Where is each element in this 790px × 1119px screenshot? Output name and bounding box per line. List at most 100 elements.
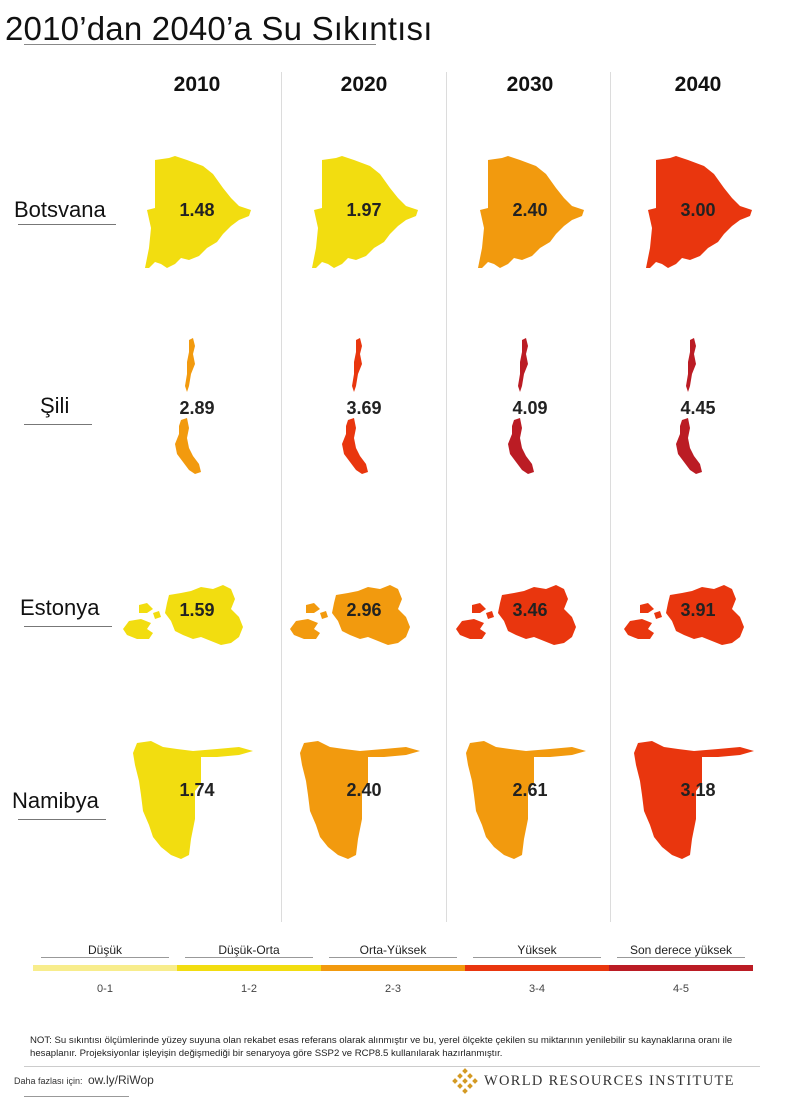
country-shape bbox=[466, 741, 586, 859]
country-map bbox=[456, 585, 576, 645]
more-info-link[interactable]: ow.ly/RiWop bbox=[88, 1073, 154, 1087]
country-shape bbox=[153, 611, 161, 619]
country-map bbox=[123, 585, 243, 645]
country-shape bbox=[456, 619, 486, 639]
country-shape bbox=[640, 603, 654, 613]
country-label: Şili bbox=[40, 393, 70, 418]
country-map bbox=[300, 741, 420, 859]
stress-value-label: 2.40 bbox=[346, 780, 382, 800]
map-cell: 2.61 bbox=[450, 735, 610, 885]
map-cell: 3.00 bbox=[618, 148, 778, 298]
map-cell: 3.46 bbox=[450, 555, 610, 705]
country-shape bbox=[290, 619, 320, 639]
legend-label-underline bbox=[473, 957, 601, 958]
page-title: 2010’dan 2040’a Su Sıkıntısı bbox=[5, 10, 433, 47]
country-shape bbox=[676, 418, 702, 474]
year-header-2040: 2040 bbox=[674, 73, 722, 96]
country-shape bbox=[123, 619, 153, 639]
map-cell: 1.97 bbox=[284, 148, 444, 298]
country-shape bbox=[139, 603, 153, 613]
map-cell: 3.18 bbox=[618, 735, 778, 885]
map-cell: 3.69 bbox=[284, 330, 444, 480]
country-map bbox=[646, 156, 752, 268]
country-shape bbox=[133, 741, 253, 859]
country-shape bbox=[145, 156, 251, 268]
legend-label-underline bbox=[41, 957, 169, 958]
footnote-divider bbox=[24, 1066, 760, 1067]
country-shape bbox=[518, 338, 528, 392]
map-cell: 4.45 bbox=[618, 330, 778, 480]
country-label-underline bbox=[18, 224, 116, 225]
country-map bbox=[133, 741, 253, 859]
stress-value-label: 1.74 bbox=[179, 780, 215, 800]
map-cell: 3.91 bbox=[618, 555, 778, 705]
title-underline bbox=[24, 44, 376, 45]
footnote: NOT: Su sıkıntısı ölçümlerinde yüzey suy… bbox=[30, 1035, 733, 1059]
wri-emblem-icon bbox=[452, 1068, 478, 1094]
stress-value-label: 3.46 bbox=[512, 600, 548, 620]
country-map bbox=[175, 338, 201, 474]
legend-color-swatch bbox=[609, 965, 753, 971]
more-info-label: Daha fazlası için: bbox=[14, 1076, 83, 1086]
stress-value-label: 2.61 bbox=[512, 780, 548, 800]
country-label-underline bbox=[18, 819, 106, 820]
stress-value-label: 1.59 bbox=[179, 600, 215, 620]
stress-value-label: 3.91 bbox=[680, 600, 716, 620]
country-label: Namibya bbox=[12, 788, 99, 813]
country-shape bbox=[624, 619, 654, 639]
legend-category-label: Düşük bbox=[87, 943, 122, 957]
legend-range-label: 0-1 bbox=[97, 983, 113, 995]
stress-value-label: 1.48 bbox=[179, 200, 215, 220]
country-map bbox=[342, 338, 368, 474]
country-map bbox=[676, 338, 702, 474]
country-map bbox=[290, 585, 410, 645]
stress-value-label: 2.89 bbox=[179, 398, 215, 418]
country-label: Estonya bbox=[20, 595, 100, 620]
column-divider bbox=[446, 72, 447, 922]
country-shape bbox=[498, 585, 576, 645]
stress-value-label: 2.40 bbox=[512, 200, 548, 220]
country-label-underline bbox=[24, 626, 112, 627]
legend-range-label: 1-2 bbox=[241, 983, 257, 995]
stress-value-label: 3.00 bbox=[680, 200, 716, 220]
stress-value-label: 3.69 bbox=[346, 398, 382, 418]
country-shape bbox=[634, 741, 754, 859]
legend-color-swatch bbox=[465, 965, 609, 971]
country-shape bbox=[320, 611, 328, 619]
stress-value-label: 4.45 bbox=[680, 398, 716, 418]
country-map bbox=[624, 585, 744, 645]
country-shape bbox=[472, 603, 486, 613]
year-header-2010: 2010 bbox=[173, 73, 221, 96]
country-map bbox=[312, 156, 418, 268]
column-divider bbox=[610, 72, 611, 922]
map-cell: 4.09 bbox=[450, 330, 610, 480]
map-cell: 2.96 bbox=[284, 555, 444, 705]
country-shape bbox=[342, 418, 368, 474]
map-cell: 1.74 bbox=[117, 735, 277, 885]
year-header-2030: 2030 bbox=[506, 73, 554, 96]
country-map bbox=[508, 338, 534, 474]
country-shape bbox=[332, 585, 410, 645]
legend-label-underline bbox=[617, 957, 745, 958]
legend-color-swatch bbox=[33, 965, 177, 971]
stress-value-label: 3.18 bbox=[680, 780, 716, 800]
country-map bbox=[466, 741, 586, 859]
legend-category-label: Son derece yüksek bbox=[629, 943, 733, 957]
legend-color-swatch bbox=[177, 965, 321, 971]
wri-name: WORLD RESOURCES INSTITUTE bbox=[484, 1072, 735, 1089]
country-shape bbox=[175, 418, 201, 474]
column-divider bbox=[281, 72, 282, 922]
legend-category-label: Yüksek bbox=[517, 943, 557, 957]
stress-value-label: 4.09 bbox=[512, 398, 548, 418]
country-shape bbox=[185, 338, 195, 392]
country-shape bbox=[165, 585, 243, 645]
legend-label-underline bbox=[185, 957, 313, 958]
legend-range-label: 4-5 bbox=[673, 983, 689, 995]
country-shape bbox=[312, 156, 418, 268]
country-shape bbox=[306, 603, 320, 613]
legend-category-label: Orta-Yüksek bbox=[359, 943, 427, 957]
country-map bbox=[478, 156, 584, 268]
stress-value-label: 1.97 bbox=[346, 200, 382, 220]
legend-range-label: 2-3 bbox=[385, 983, 401, 995]
legend-label-underline bbox=[329, 957, 457, 958]
